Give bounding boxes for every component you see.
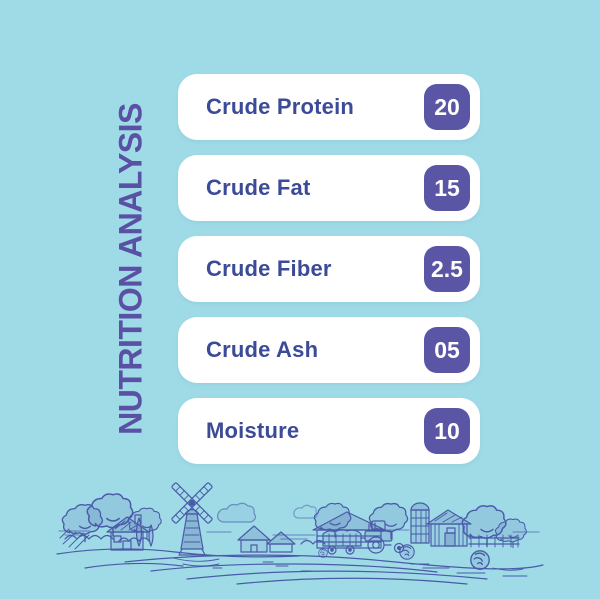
nutrition-card-crude-protein: Crude Protein 20 (178, 74, 480, 140)
nutrient-value-badge: 20 (424, 84, 470, 130)
nutrient-label: Moisture (206, 418, 300, 443)
nutrition-card-crude-fat: Crude Fat 15 (178, 155, 480, 221)
nutrient-value-badge: 10 (424, 408, 470, 454)
nutrition-card-moisture: Moisture 10 (178, 398, 480, 464)
page-title: NUTRITION ANALYSIS (112, 103, 149, 435)
nutrient-value-badge: 05 (424, 327, 470, 373)
nutrient-label: Crude Protein (206, 94, 355, 119)
nutrient-value-badge: 15 (424, 165, 470, 211)
nutrient-label: Crude Fat (206, 175, 311, 200)
nutrition-card-crude-ash: Crude Ash 05 (178, 317, 480, 383)
nutrient-label: Crude Fiber (206, 256, 332, 281)
nutrition-card-crude-fiber: Crude Fiber 2.5 (178, 236, 480, 302)
farm-illustration-icon (56, 482, 544, 585)
nutrient-value-badge: 2.5 (424, 246, 470, 292)
nutrient-label: Crude Ash (206, 337, 319, 362)
